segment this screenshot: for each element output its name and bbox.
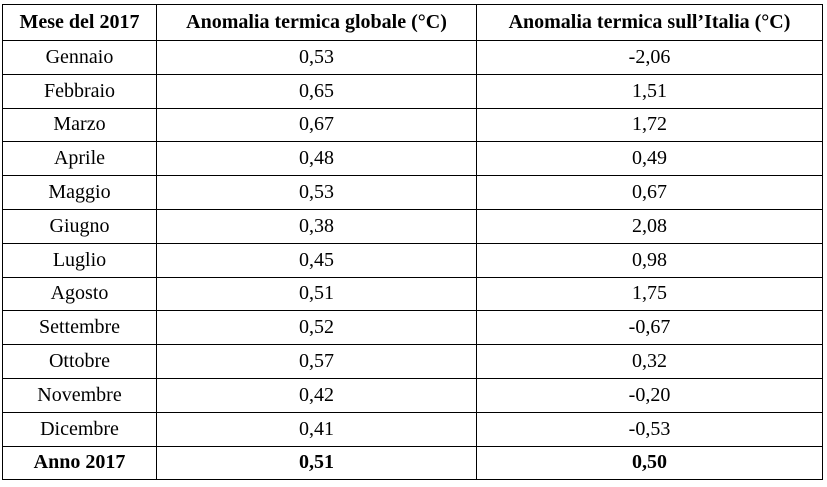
table-row: Luglio 0,45 0,98 — [2, 242, 823, 278]
global-anomaly-cell: 0,67 — [156, 107, 477, 143]
italy-anomaly-cell: 0,49 — [476, 141, 823, 177]
global-anomaly-cell: 0,38 — [156, 208, 477, 244]
table-row: Maggio 0,53 0,67 — [2, 175, 823, 210]
global-anomaly-cell: 0,65 — [156, 73, 477, 109]
italy-anomaly-cell: 0,98 — [476, 242, 823, 278]
table-row: Giugno 0,38 2,08 — [2, 208, 823, 244]
table-body: Gennaio 0,53 -2,06 Febbraio 0,65 1,51 Ma… — [2, 40, 823, 481]
month-cell: Gennaio — [2, 40, 157, 75]
month-cell: Agosto — [2, 276, 157, 312]
header-global-anomaly: Anomalia termica globale (°C) — [156, 4, 477, 41]
italy-anomaly-cell: 2,08 — [476, 208, 823, 244]
month-cell: Maggio — [2, 175, 157, 210]
italy-anomaly-cell: 0,32 — [476, 344, 823, 379]
global-anomaly-cell: 0,53 — [156, 40, 477, 75]
month-cell: Marzo — [2, 107, 157, 143]
month-cell: Luglio — [2, 242, 157, 278]
table-row: Aprile 0,48 0,49 — [2, 141, 823, 177]
italy-anomaly-cell: 1,72 — [476, 107, 823, 143]
global-anomaly-cell: 0,42 — [156, 377, 477, 413]
month-cell: Febbraio — [2, 73, 157, 109]
table-row: Gennaio 0,53 -2,06 — [2, 40, 823, 75]
table-row: Febbraio 0,65 1,51 — [2, 73, 823, 109]
global-anomaly-cell: 0,51 — [156, 276, 477, 312]
total-label-cell: Anno 2017 — [2, 445, 157, 481]
header-row: Mese del 2017 Anomalia termica globale (… — [2, 4, 823, 41]
italy-anomaly-cell: 1,75 — [476, 276, 823, 312]
global-anomaly-cell: 0,53 — [156, 175, 477, 210]
header-italy-anomaly: Anomalia termica sull’Italia (°C) — [476, 4, 823, 41]
total-global-anomaly-cell: 0,51 — [156, 445, 477, 481]
global-anomaly-cell: 0,41 — [156, 411, 477, 447]
italy-anomaly-cell: 1,51 — [476, 73, 823, 109]
italy-anomaly-cell: -0,20 — [476, 377, 823, 413]
table-row: Ottobre 0,57 0,32 — [2, 344, 823, 379]
month-cell: Settembre — [2, 310, 157, 346]
table-row: Settembre 0,52 -0,67 — [2, 310, 823, 346]
italy-anomaly-cell: -0,67 — [476, 310, 823, 346]
month-cell: Aprile — [2, 141, 157, 177]
global-anomaly-cell: 0,45 — [156, 242, 477, 278]
month-cell: Novembre — [2, 377, 157, 413]
global-anomaly-cell: 0,57 — [156, 344, 477, 379]
anomaly-table: Mese del 2017 Anomalia termica globale (… — [2, 4, 823, 481]
month-cell: Giugno — [2, 208, 157, 244]
table-row: Marzo 0,67 1,72 — [2, 107, 823, 143]
header-month: Mese del 2017 — [2, 4, 157, 41]
month-cell: Ottobre — [2, 344, 157, 379]
table-row: Dicembre 0,41 -0,53 — [2, 411, 823, 447]
total-row: Anno 2017 0,51 0,50 — [2, 445, 823, 481]
italy-anomaly-cell: 0,67 — [476, 175, 823, 210]
table-row: Novembre 0,42 -0,20 — [2, 377, 823, 413]
table-header: Mese del 2017 Anomalia termica globale (… — [2, 4, 823, 41]
global-anomaly-cell: 0,48 — [156, 141, 477, 177]
month-cell: Dicembre — [2, 411, 157, 447]
global-anomaly-cell: 0,52 — [156, 310, 477, 346]
total-italy-anomaly-cell: 0,50 — [476, 445, 823, 481]
italy-anomaly-cell: -2,06 — [476, 40, 823, 75]
italy-anomaly-cell: -0,53 — [476, 411, 823, 447]
table-row: Agosto 0,51 1,75 — [2, 276, 823, 312]
